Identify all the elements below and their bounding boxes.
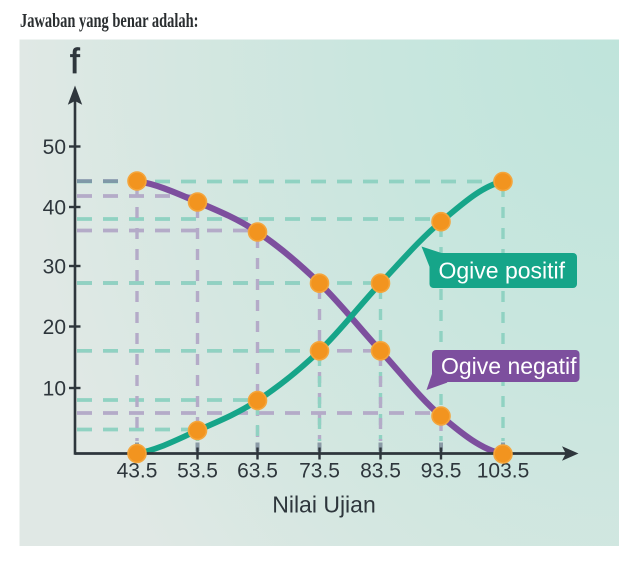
svg-text:f: f bbox=[70, 42, 80, 81]
svg-text:10: 10 bbox=[43, 378, 66, 401]
svg-text:83.5: 83.5 bbox=[360, 460, 401, 483]
svg-text:40: 40 bbox=[43, 197, 66, 220]
svg-text:63.5: 63.5 bbox=[237, 460, 278, 483]
svg-text:Nilai Ujian: Nilai Ujian bbox=[272, 492, 376, 518]
svg-text:43.5: 43.5 bbox=[117, 460, 158, 483]
svg-text:103.5: 103.5 bbox=[477, 460, 530, 483]
svg-text:93.5: 93.5 bbox=[421, 460, 462, 483]
svg-text:73.5: 73.5 bbox=[299, 460, 340, 483]
svg-text:20: 20 bbox=[43, 316, 66, 339]
svg-text:30: 30 bbox=[43, 256, 66, 279]
svg-text:Ogive negatif: Ogive negatif bbox=[441, 353, 577, 379]
svg-text:50: 50 bbox=[43, 136, 66, 159]
svg-text:Ogive positif: Ogive positif bbox=[439, 258, 566, 284]
svg-text:53.5: 53.5 bbox=[177, 460, 218, 483]
